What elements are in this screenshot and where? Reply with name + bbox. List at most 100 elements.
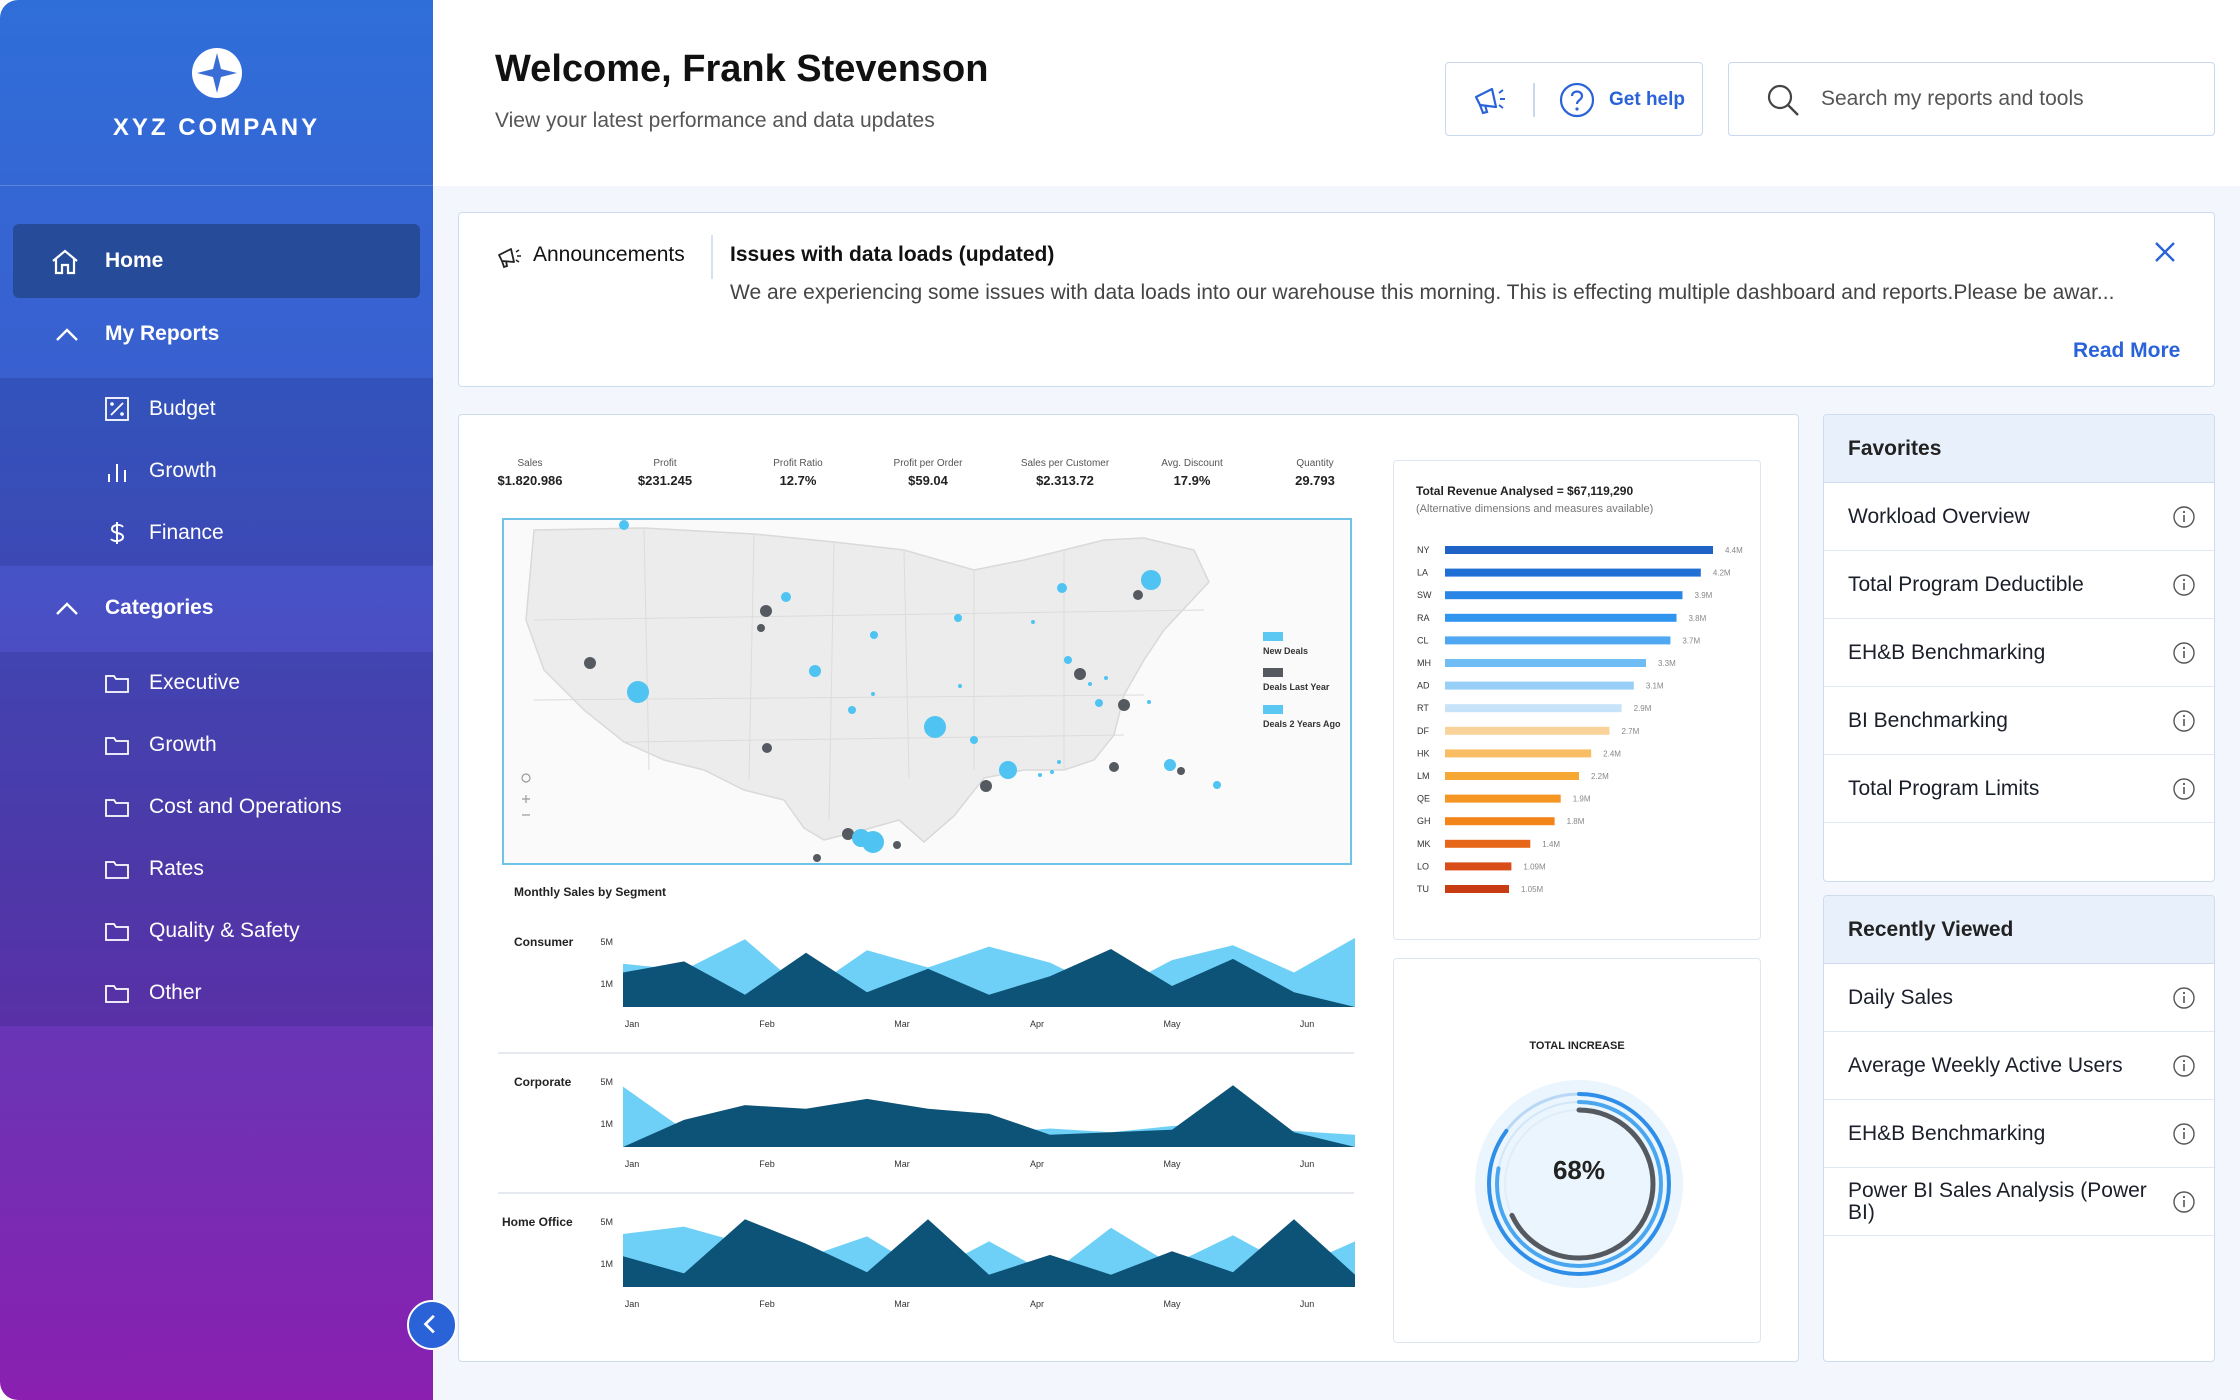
map-deal-dot[interactable] <box>1164 759 1176 771</box>
nav-item-category-0[interactable]: Executive <box>0 652 433 714</box>
recent-item[interactable]: Daily Sales <box>1824 964 2214 1032</box>
revenue-bar[interactable] <box>1445 817 1555 826</box>
revenue-bar[interactable] <box>1445 613 1677 622</box>
info-icon[interactable] <box>2172 986 2196 1010</box>
info-icon[interactable] <box>2172 573 2196 597</box>
map-deal-dot[interactable] <box>893 841 901 849</box>
info-icon[interactable] <box>2172 709 2196 733</box>
map-deal-dot[interactable] <box>924 716 946 738</box>
info-icon[interactable] <box>2172 1054 2196 1078</box>
revenue-bar[interactable] <box>1445 659 1646 667</box>
map-deal-dot[interactable] <box>1133 590 1143 600</box>
map-deal-dot[interactable] <box>1118 699 1130 711</box>
map-deal-dot[interactable] <box>1088 682 1092 686</box>
map-deal-dot[interactable] <box>760 605 772 617</box>
nav-group-categories[interactable]: Categories <box>0 572 433 646</box>
map-deal-dot[interactable] <box>970 736 978 744</box>
nav-item-home[interactable]: Home <box>0 224 433 298</box>
map-deal-dot[interactable] <box>848 706 856 714</box>
map-deal-dot[interactable] <box>627 681 649 703</box>
map-deal-dot[interactable] <box>999 761 1017 779</box>
map-deal-dot[interactable] <box>1095 699 1103 707</box>
map-deal-dot[interactable] <box>813 854 821 862</box>
search-input[interactable] <box>1821 81 2191 117</box>
revenue-bar[interactable] <box>1445 839 1531 848</box>
map-deal-dot[interactable] <box>757 624 765 632</box>
map-deal-dot[interactable] <box>781 592 791 602</box>
map-deal-dot[interactable] <box>1141 570 1161 590</box>
map-deal-dot[interactable] <box>870 631 878 639</box>
nav-item-category-3[interactable]: Rates <box>0 838 433 900</box>
info-icon[interactable] <box>2172 777 2196 801</box>
zoom-search-icon[interactable] <box>521 773 531 783</box>
map-deal-dot[interactable] <box>619 520 629 530</box>
revenue-bar[interactable] <box>1445 794 1561 803</box>
zoom-in-icon[interactable] <box>522 795 530 803</box>
help-circle-icon[interactable] <box>1558 81 1596 119</box>
revenue-bar[interactable] <box>1445 591 1683 600</box>
nav-item-category-2[interactable]: Cost and Operations <box>0 776 433 838</box>
favorites-item[interactable]: Total Program Deductible <box>1824 551 2214 619</box>
collapse-sidebar-button[interactable] <box>407 1300 457 1350</box>
map-zoom-controls[interactable] <box>521 773 531 816</box>
map-deal-dot[interactable] <box>1109 762 1119 772</box>
us-deals-map[interactable] <box>502 518 1352 865</box>
nav-item-budget[interactable]: Budget <box>0 378 433 440</box>
chevron-up-icon[interactable] <box>55 326 79 342</box>
revenue-bar[interactable] <box>1445 862 1512 871</box>
nav-item-growth[interactable]: Growth <box>0 440 433 502</box>
nav-item-category-1[interactable]: Growth <box>0 714 433 776</box>
favorites-item[interactable]: Workload Overview <box>1824 483 2214 551</box>
revenue-bar[interactable] <box>1445 636 1671 645</box>
nav-group-my-reports[interactable]: My Reports <box>0 298 433 372</box>
nav-item-category-5[interactable]: Other <box>0 962 433 1024</box>
revenue-bar[interactable] <box>1445 546 1713 554</box>
map-deal-dot[interactable] <box>762 743 772 753</box>
map-deal-dot[interactable] <box>1147 700 1151 704</box>
map-deal-dot[interactable] <box>871 692 875 696</box>
segment-area-chart[interactable]: 5M 1M Jan Feb Mar Apr May Jun <box>595 1205 1355 1325</box>
recent-item[interactable]: EH&B Benchmarking <box>1824 1100 2214 1168</box>
map-deal-dot[interactable] <box>1038 773 1042 777</box>
map-deal-dot[interactable] <box>1104 676 1108 680</box>
nav-item-finance[interactable]: Finance <box>0 502 433 564</box>
read-more-link[interactable]: Read More <box>2073 339 2181 362</box>
info-icon[interactable] <box>2172 1190 2196 1214</box>
map-deal-dot[interactable] <box>584 657 596 669</box>
map-deal-dot[interactable] <box>862 831 884 853</box>
info-icon[interactable] <box>2172 1122 2196 1146</box>
segment-area-chart[interactable]: 5M 1M Jan Feb Mar Apr May Jun <box>595 925 1355 1045</box>
favorites-item[interactable]: EH&B Benchmarking <box>1824 619 2214 687</box>
map-deal-dot[interactable] <box>1031 620 1035 624</box>
nav-item-category-4[interactable]: Quality & Safety <box>0 900 433 962</box>
revenue-bar[interactable] <box>1445 772 1579 780</box>
revenue-bar[interactable] <box>1445 681 1634 690</box>
revenue-bar[interactable] <box>1445 885 1509 893</box>
recent-item[interactable]: Average Weekly Active Users <box>1824 1032 2214 1100</box>
revenue-bar[interactable] <box>1445 726 1610 735</box>
info-icon[interactable] <box>2172 505 2196 529</box>
favorites-item[interactable]: Total Program Limits <box>1824 755 2214 823</box>
revenue-bar[interactable] <box>1445 749 1592 758</box>
map-deal-dot[interactable] <box>980 780 992 792</box>
megaphone-icon[interactable] <box>1470 81 1508 119</box>
map-deal-dot[interactable] <box>954 614 962 622</box>
map-deal-dot[interactable] <box>1050 770 1054 774</box>
favorites-item[interactable]: BI Benchmarking <box>1824 687 2214 755</box>
map-deal-dot[interactable] <box>1213 781 1221 789</box>
map-deal-dot[interactable] <box>958 684 962 688</box>
get-help-button[interactable]: Get help <box>1609 89 1686 110</box>
revenue-bar[interactable] <box>1445 704 1622 713</box>
map-deal-dot[interactable] <box>1057 760 1061 764</box>
chevron-up-icon[interactable] <box>55 600 79 616</box>
map-deal-dot[interactable] <box>1177 767 1185 775</box>
map-deal-dot[interactable] <box>842 828 854 840</box>
info-icon[interactable] <box>2172 641 2196 665</box>
revenue-bar[interactable] <box>1445 568 1701 577</box>
recent-item[interactable]: Power BI Sales Analysis (Power BI) <box>1824 1168 2214 1236</box>
map-deal-dot[interactable] <box>1057 583 1067 593</box>
map-deal-dot[interactable] <box>1074 668 1086 680</box>
segment-area-chart[interactable]: 5M 1M Jan Feb Mar Apr May Jun <box>595 1065 1355 1185</box>
map-deal-dot[interactable] <box>1064 656 1072 664</box>
map-deal-dot[interactable] <box>809 665 821 677</box>
